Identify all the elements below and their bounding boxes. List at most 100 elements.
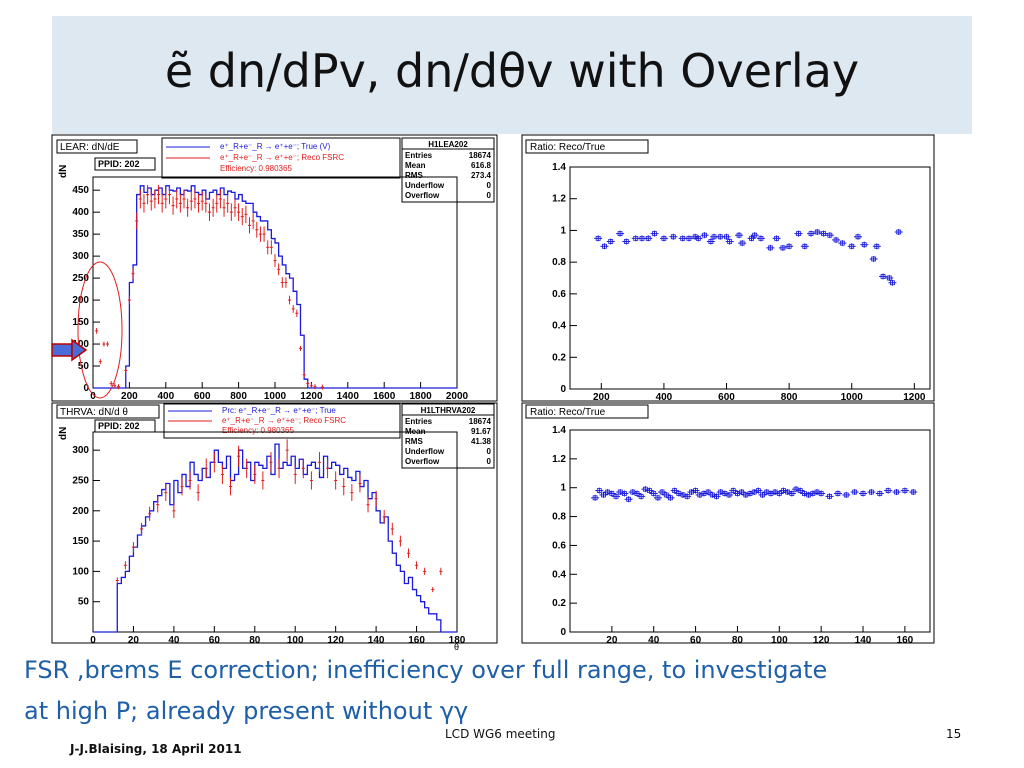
ratio-point <box>854 233 862 240</box>
series-reco-point <box>222 198 226 217</box>
series-reco-point <box>140 522 144 536</box>
ratio-point <box>819 230 828 237</box>
stats-key: Entries <box>405 151 433 160</box>
ratio-point-marker <box>623 239 629 244</box>
series-reco-point <box>358 474 362 493</box>
ratio-point-marker <box>708 239 714 244</box>
x-tick-label: 80 <box>732 635 744 646</box>
series-reco-point <box>277 263 281 276</box>
series-reco-point <box>157 184 161 205</box>
y-tick-label: 1.2 <box>552 194 566 205</box>
stats-key: Overflow <box>405 457 440 466</box>
stats-value: 0 <box>487 447 492 456</box>
x-tick-label: 60 <box>690 635 702 646</box>
x-tick-label: 100 <box>287 635 304 646</box>
series-reco-point <box>237 445 241 467</box>
series-reco-point <box>196 484 200 501</box>
series-reco-point <box>153 189 157 209</box>
series-reco-point <box>301 458 305 479</box>
ratio-point-marker <box>739 489 745 495</box>
y-tick-label: 100 <box>72 339 89 350</box>
series-reco-point <box>366 497 370 513</box>
series-reco-point <box>220 464 224 484</box>
ratio-point-marker <box>684 493 690 499</box>
ratio-point <box>632 490 641 497</box>
legend-line-3: Efficiency: 0.980365 <box>220 164 292 173</box>
series-reco-point <box>293 464 297 484</box>
series-reco-point <box>218 189 222 209</box>
ratio-point <box>594 235 603 242</box>
ratio-point <box>729 487 738 494</box>
ratio-point <box>706 238 715 245</box>
y-tick-label: 0.2 <box>552 598 566 609</box>
caption-line-2: at high P; already present without γγ <box>24 697 469 725</box>
panel-frame <box>521 402 935 644</box>
ratio-point <box>704 489 713 496</box>
ratio-point-marker <box>622 491 627 496</box>
annotation-arrow <box>51 338 88 362</box>
series-reco-point <box>116 384 120 390</box>
ratio-point <box>859 490 868 497</box>
panel-title-box <box>56 139 138 154</box>
ratio-point <box>867 489 876 496</box>
ratio-point-marker <box>736 232 742 238</box>
ratio-point <box>725 238 734 245</box>
ratio-point <box>787 490 796 497</box>
legend-line-1: e⁺_R+e⁻_R → e⁺+e⁻; True (V) <box>220 142 331 151</box>
series-reco-point <box>229 477 233 496</box>
ratio-point-marker <box>617 231 623 237</box>
y-tick-label: 50 <box>78 361 90 372</box>
series-reco-point <box>212 452 216 473</box>
y-tick-label: 0.8 <box>552 257 566 268</box>
series-reco-point <box>406 548 410 558</box>
ratio-point-marker <box>780 245 786 251</box>
x-tick-label: 600 <box>718 392 735 403</box>
x-tick-label: 120 <box>813 635 830 646</box>
series-reco-point <box>180 477 184 496</box>
ratio-point <box>722 233 731 240</box>
series-reco-point <box>146 184 150 205</box>
ratio-point <box>875 490 884 497</box>
ratio-point <box>775 490 784 497</box>
legend-line-3: Efficiency: 0.980365 <box>222 426 294 435</box>
ratio-point <box>879 273 888 280</box>
x-tick-label: 20 <box>606 635 618 646</box>
ratio-point <box>683 493 692 500</box>
y-tick-label: 0 <box>560 384 566 395</box>
series-reco-point <box>164 484 168 501</box>
ratio-point-marker <box>695 235 701 241</box>
x-tick-label: 600 <box>194 391 211 402</box>
series-reco-point <box>269 452 273 473</box>
stats-value: 0 <box>487 181 492 190</box>
axes: 200 400 600 800 1000 1200 0 0.2 0.4 0.6 0.8 1 1.2 1.4 <box>552 162 931 403</box>
title-band <box>52 16 972 134</box>
ratio-point-marker <box>749 235 754 241</box>
x-tick-label: 20 <box>128 635 140 646</box>
x-tick-label: 800 <box>781 392 798 403</box>
y-tick-label: 1.4 <box>552 425 566 436</box>
ratio-point <box>894 229 903 236</box>
panel-frame <box>521 134 935 402</box>
ratio-point-marker <box>786 243 792 249</box>
ratio-point <box>888 279 897 286</box>
ratio-point <box>838 240 847 247</box>
series-reco-point <box>326 458 330 479</box>
ratio-point-marker <box>885 488 891 494</box>
stats-key: Underflow <box>405 447 445 456</box>
ratio-point <box>833 490 842 497</box>
ratio-point-marker <box>827 493 832 499</box>
y-tick-label: 1.2 <box>552 454 566 465</box>
series-true-line <box>93 185 457 389</box>
x-tick-label: 160 <box>897 635 914 646</box>
series-reco-point <box>211 198 215 217</box>
data-marks <box>591 486 918 503</box>
data-marks <box>93 184 457 390</box>
series-reco-point <box>131 267 135 280</box>
series-reco-point <box>171 196 175 215</box>
y-tick-label: 250 <box>72 475 89 486</box>
ratio-point <box>653 494 662 501</box>
ratio-point-marker <box>633 235 639 241</box>
y-tick-label: 250 <box>72 273 89 284</box>
ratio-point-marker <box>808 231 814 237</box>
